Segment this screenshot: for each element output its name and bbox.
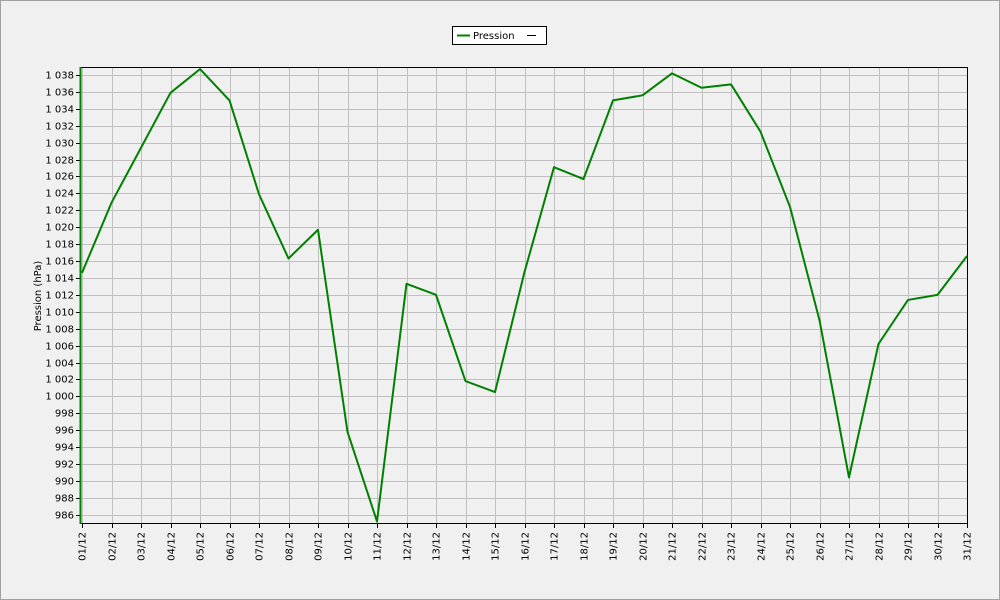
x-tick-label: 21/12 (668, 532, 679, 561)
y-tick-label: 986 (55, 511, 74, 522)
x-tick-label: 26/12 (816, 532, 827, 561)
x-tick-label: 16/12 (521, 532, 532, 561)
x-tick-label: 31/12 (963, 532, 974, 561)
y-tick-label: 994 (55, 443, 74, 454)
legend-box (452, 26, 547, 45)
y-tick-label: 1 024 (45, 189, 74, 200)
x-tick-label: 17/12 (550, 532, 561, 561)
y-tick-label: 1 014 (45, 274, 74, 285)
y-tick-label: 1 032 (45, 122, 74, 133)
y-tick-label: 1 010 (45, 308, 74, 319)
y-tick-label: 1 000 (45, 392, 74, 403)
x-tick-label: 10/12 (344, 532, 355, 561)
x-tick-label: 04/12 (167, 532, 178, 561)
x-tick-label: 12/12 (403, 532, 414, 561)
x-tick-label: 08/12 (285, 532, 296, 561)
legend: Pression (452, 26, 547, 45)
y-tick-label: 1 036 (45, 88, 74, 99)
x-tick-label: 20/12 (639, 532, 650, 561)
x-tick-label: 29/12 (904, 532, 915, 561)
y-tick-label: 1 030 (45, 139, 74, 150)
x-tick-label: 19/12 (609, 532, 620, 561)
x-tick-label: 25/12 (786, 532, 797, 561)
y-tick-label: 990 (55, 477, 74, 488)
x-tick-label: 02/12 (108, 532, 119, 561)
x-tick-label: 15/12 (491, 532, 502, 561)
x-tick-label: 07/12 (255, 532, 266, 561)
y-tick-label: 1 006 (45, 342, 74, 353)
y-tick-label: 1 018 (45, 240, 74, 251)
y-tick-label: 996 (55, 426, 74, 437)
y-tick-label: 1 026 (45, 172, 74, 183)
x-tick-label: 22/12 (698, 532, 709, 561)
x-tick-label: 03/12 (137, 532, 148, 561)
x-tick-label: 05/12 (196, 532, 207, 561)
x-tick-label: 09/12 (314, 532, 325, 561)
y-tick-label: 1 012 (45, 291, 74, 302)
y-tick-label: 998 (55, 409, 74, 420)
y-tick-label: 1 002 (45, 375, 74, 386)
x-tick-label: 24/12 (757, 532, 768, 561)
x-tick-label: 14/12 (462, 532, 473, 561)
x-tick-label: 01/12 (78, 532, 89, 561)
y-tick-label: 1 020 (45, 223, 74, 234)
x-tick-label: 11/12 (373, 532, 384, 561)
y-tick-label: 1 022 (45, 206, 74, 217)
y-tick-label: 1 034 (45, 105, 74, 116)
x-tick-label: 23/12 (727, 532, 738, 561)
x-tick-label: 30/12 (934, 532, 945, 561)
y-tick-label: 992 (55, 460, 74, 471)
y-tick-label: 988 (55, 494, 74, 505)
y-tick-label: 1 038 (45, 71, 74, 82)
x-tick-label: 06/12 (226, 532, 237, 561)
x-tick-label: 28/12 (875, 532, 886, 561)
y-tick-label: 1 008 (45, 325, 74, 336)
y-axis-title: Pression (hPa) (33, 261, 44, 332)
line-series (81, 68, 968, 523)
x-tick-label: 18/12 (580, 532, 591, 561)
y-tick-label: 1 028 (45, 156, 74, 167)
y-tick-label: 1 016 (45, 257, 74, 268)
x-tick-label: 13/12 (432, 532, 443, 561)
y-tick-label: 1 004 (45, 359, 74, 370)
x-tick-label: 27/12 (845, 532, 856, 561)
legend-label: Pression (473, 31, 515, 42)
